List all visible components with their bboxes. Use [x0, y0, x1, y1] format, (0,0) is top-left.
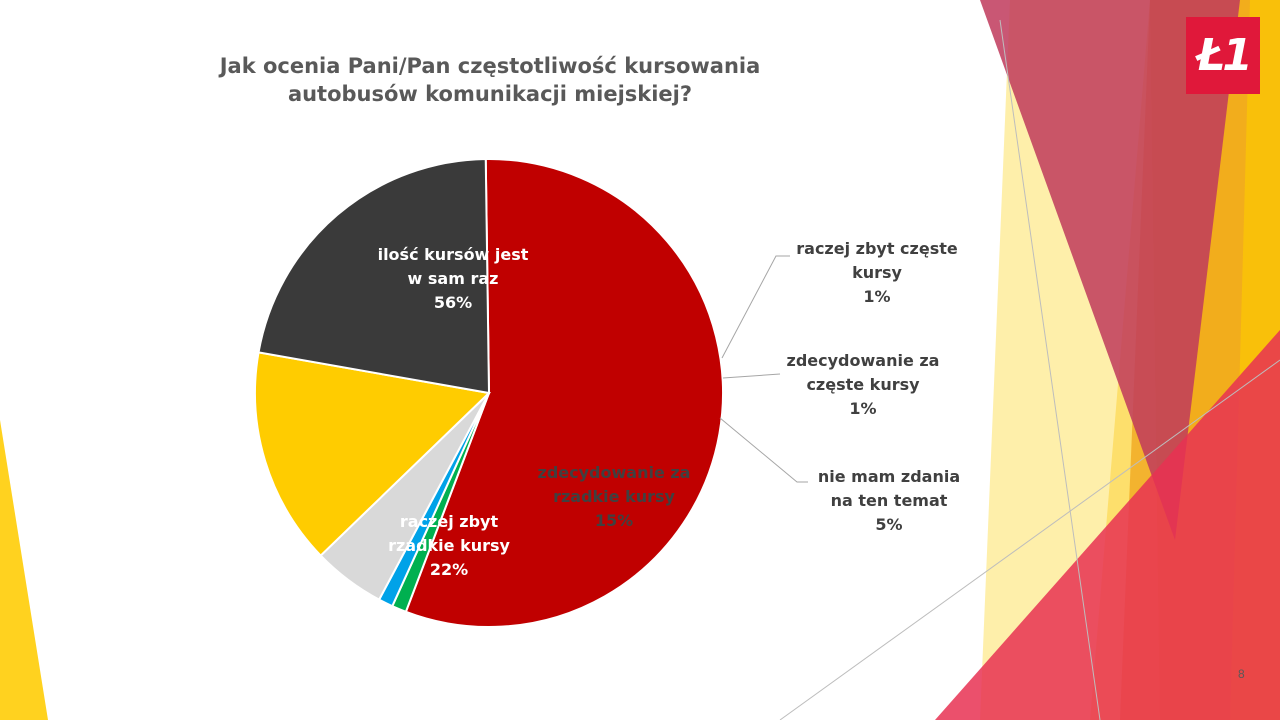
deco-pink-top — [980, 0, 1240, 540]
slice-category-label-3: na ten temat — [831, 491, 948, 510]
slice-category-label-2: częste kursy — [806, 375, 920, 394]
deco-pink-bottom — [935, 330, 1280, 720]
chart-title: Jak ocenia Pani/Pan częstotliwość kursow… — [170, 52, 810, 108]
chart-title-line-2: autobusów komunikacji miejskiej? — [287, 82, 693, 106]
slice-value-label-2: 1% — [849, 399, 876, 418]
slice-value-label-5: 22% — [430, 560, 468, 579]
slice-value-label-1: 1% — [863, 287, 890, 306]
pie-slice-0 — [404, 158, 724, 628]
slice-category-label-2: zdecydowanie za — [787, 351, 940, 370]
slice-category-label-4: rzadkie kursy — [553, 487, 675, 506]
slice-category-label-1: kursy — [852, 263, 902, 282]
slice-value-label-4: 15% — [595, 511, 633, 530]
deco-line-2 — [779, 359, 1280, 720]
leader-line-1 — [721, 255, 790, 359]
chart-title-line-1: Jak ocenia Pani/Pan częstotliwość kursow… — [219, 54, 761, 78]
pie-slice-5 — [257, 158, 491, 395]
slice-category-label-5: raczej zbyt — [400, 512, 499, 531]
slice-category-label-4: zdecydowanie za — [538, 463, 691, 482]
slice-category-label-0: w sam raz — [408, 269, 499, 288]
slice-category-label-5: rzadkie kursy — [388, 536, 510, 555]
leader-line-2 — [722, 373, 781, 379]
slice-category-label-1: raczej zbyt częste — [796, 239, 958, 258]
slice-value-label-0: 56% — [434, 293, 472, 312]
deco-line-1 — [999, 19, 1101, 720]
logo-badge: Ł1 — [1186, 17, 1260, 94]
pie-slice-4 — [254, 351, 492, 557]
leader-line-3 — [719, 417, 808, 483]
deco-yellow-left — [0, 420, 48, 720]
slice-category-label-0: ilość kursów jest — [378, 245, 529, 264]
slice-category-label-3: nie mam zdania — [818, 467, 960, 486]
slice-value-label-3: 5% — [875, 515, 902, 534]
page-number: 8 — [1238, 667, 1245, 681]
